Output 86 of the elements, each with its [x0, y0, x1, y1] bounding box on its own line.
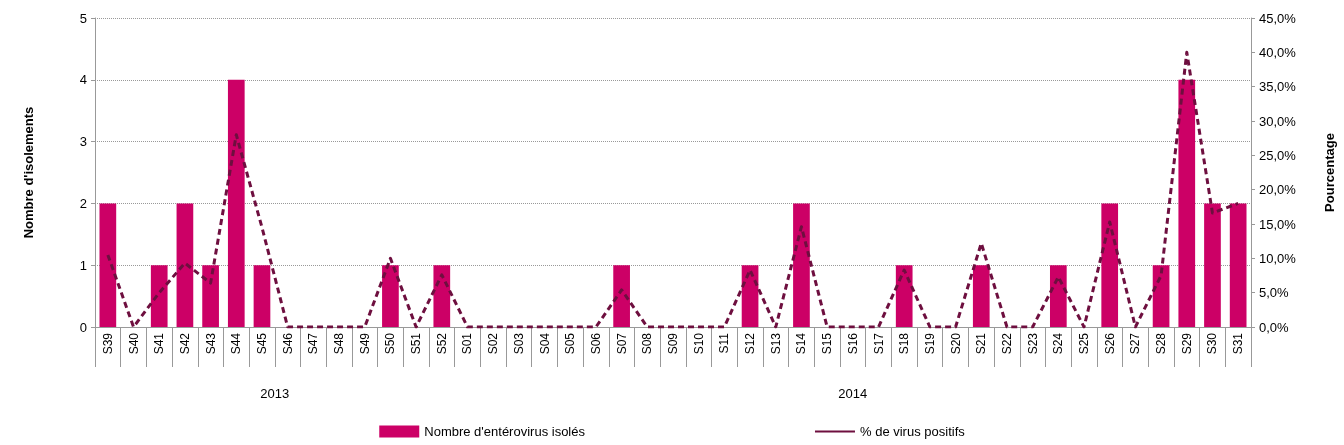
- bar: [99, 203, 117, 327]
- x-tick-label: S18: [897, 332, 912, 355]
- y2-tick-label: 40,0%: [1259, 44, 1297, 60]
- x-tick-label: S30: [1205, 332, 1220, 355]
- x-tick-label: S42: [177, 332, 192, 355]
- text: 2013: [260, 386, 290, 401]
- x-tick-label: S39: [100, 332, 115, 355]
- x-tick-label: S01: [460, 332, 475, 355]
- y-tick-label: 2: [79, 195, 87, 211]
- bar: [202, 265, 219, 327]
- x-tick-label: S10: [691, 332, 706, 355]
- y2-tick-label: 15,0%: [1259, 216, 1297, 232]
- bar: [433, 265, 451, 327]
- y-tick-label: 5: [79, 10, 87, 26]
- x-tick-label: S43: [203, 332, 218, 355]
- text: 2014: [838, 386, 868, 401]
- x-tick-label: S03: [511, 332, 526, 355]
- y2-tick-label: 30,0%: [1259, 113, 1297, 129]
- x-tick-label: S52: [434, 332, 449, 355]
- bar: [895, 265, 913, 327]
- y2-tick-label: 10,0%: [1259, 250, 1297, 266]
- y2-tick-label: 5,0%: [1259, 285, 1290, 301]
- y-tick-label: 3: [79, 134, 87, 150]
- x-tick-label: S19: [922, 332, 937, 355]
- x-tick-label: S24: [1051, 332, 1066, 355]
- x-tick-label: S23: [1025, 332, 1040, 355]
- legend-label: Nombre d'entérovirus isolés: [424, 424, 586, 439]
- x-tick-label: S46: [280, 332, 295, 355]
- y2-tick-label: 0,0%: [1259, 319, 1290, 335]
- y2-tick-label: 45,0%: [1259, 10, 1297, 26]
- bar: [1229, 203, 1247, 327]
- bar: [382, 265, 399, 327]
- y-tick-label: 0: [79, 319, 87, 335]
- bar: [253, 265, 271, 327]
- x-tick-label: S05: [563, 332, 578, 355]
- x-tick-label: S40: [126, 332, 141, 355]
- bar: [613, 265, 630, 327]
- x-tick-label: S41: [152, 332, 167, 355]
- x-tick-label: S13: [768, 332, 783, 355]
- y2-tick-label: 20,0%: [1259, 182, 1297, 198]
- x-tick-label: S20: [948, 332, 963, 355]
- line-series: [106, 50, 1240, 329]
- x-tick-label: S02: [486, 332, 501, 355]
- bar: [793, 203, 810, 327]
- x-tick-label: S29: [1179, 332, 1194, 355]
- x-tick-label: S26: [1102, 332, 1117, 355]
- x-tick-label: S47: [306, 332, 321, 355]
- x-tick-label: S07: [614, 332, 629, 355]
- y-axis-title: Nombre d'isolements: [21, 106, 36, 239]
- x-tick-label: S45: [254, 332, 269, 355]
- x-tick-label: S28: [1154, 332, 1169, 355]
- x-tick-label: S49: [357, 332, 372, 355]
- x-tick-label: S31: [1231, 332, 1246, 355]
- x-tick-label: S17: [871, 332, 886, 355]
- x-tick-label: S51: [409, 332, 424, 355]
- bar: [1152, 265, 1170, 327]
- y2-tick-label: 35,0%: [1259, 79, 1297, 95]
- y2-tick-label: 25,0%: [1259, 147, 1297, 163]
- bar: [1178, 79, 1196, 327]
- bar: [150, 265, 168, 327]
- bar: [176, 203, 194, 327]
- bar: [1204, 203, 1221, 327]
- y-tick-label: 1: [79, 257, 87, 273]
- x-tick-label: S25: [1077, 332, 1092, 355]
- bar: [227, 79, 245, 327]
- y-tick-label: 4: [79, 72, 87, 88]
- x-tick-label: S48: [332, 332, 347, 355]
- x-tick-label: S14: [794, 332, 809, 355]
- y2-axis-title: Pourcentage: [1322, 133, 1337, 212]
- x-tick-label: S44: [229, 332, 244, 355]
- bar: [972, 265, 990, 327]
- x-tick-label: S04: [537, 332, 552, 355]
- x-tick-label: S16: [845, 332, 860, 355]
- bar: [1049, 265, 1067, 327]
- x-tick-label: S21: [974, 332, 989, 355]
- bar: [1101, 203, 1119, 327]
- x-tick-label: S50: [383, 332, 398, 355]
- x-tick-label: S22: [999, 332, 1014, 355]
- x-tick-label: S09: [666, 332, 680, 355]
- legend-label: % de virus positifs: [859, 424, 966, 439]
- x-tick-label: S06: [588, 332, 603, 355]
- x-tick-label: S12: [743, 332, 758, 355]
- x-tick-label: S11: [717, 332, 732, 354]
- x-tick-label: S27: [1128, 332, 1143, 355]
- x-tick-label: S08: [640, 332, 655, 355]
- x-tick-label: S15: [820, 332, 835, 355]
